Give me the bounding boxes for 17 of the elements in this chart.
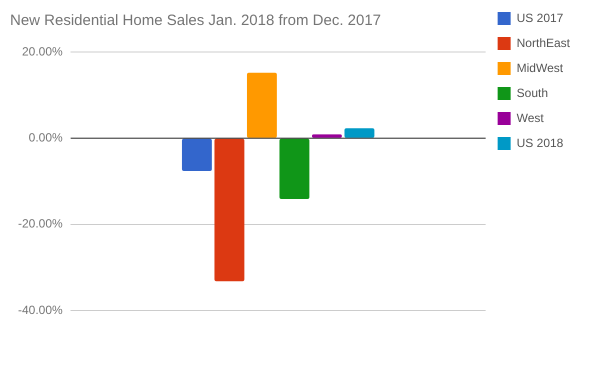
legend-label: South <box>516 86 548 100</box>
bar <box>182 138 212 171</box>
y-tick-label: -40.00% <box>18 302 64 317</box>
chart-title: New Residential Home Sales Jan. 2018 from Dec. 2017 <box>10 12 382 30</box>
bar <box>344 128 374 138</box>
legend-label: West <box>516 110 544 125</box>
bar <box>246 72 277 138</box>
legend-label: NorthEast <box>516 36 571 50</box>
legend-label: MidWest <box>516 60 564 75</box>
legend-label: US 2017 <box>516 10 564 25</box>
bar <box>214 138 244 282</box>
bar <box>279 138 310 199</box>
y-tick-label: 0.00% <box>28 130 64 145</box>
y-tick-label: 20.00% <box>22 44 64 58</box>
legend-label: US 2018 <box>516 136 564 150</box>
bar <box>312 134 342 138</box>
y-tick-label: -20.00% <box>18 216 64 231</box>
